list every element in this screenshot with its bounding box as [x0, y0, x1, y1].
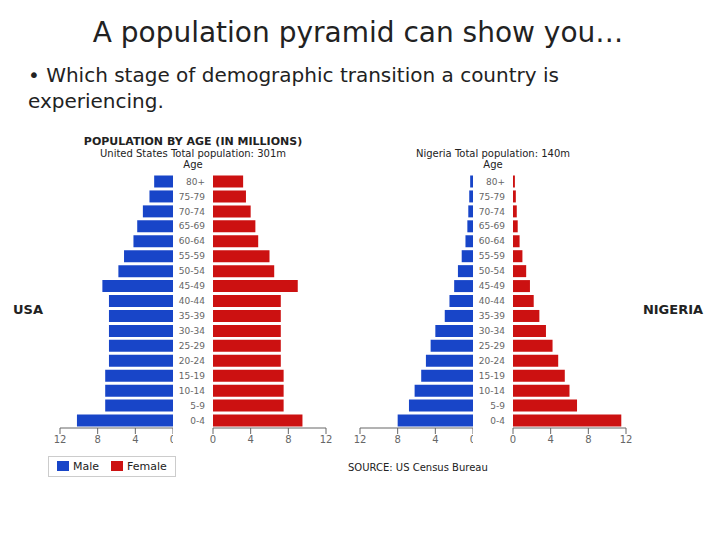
- svg-text:0-4: 0-4: [490, 415, 505, 425]
- svg-text:4: 4: [432, 434, 438, 445]
- svg-text:20-24: 20-24: [479, 356, 505, 366]
- svg-text:4: 4: [247, 434, 253, 445]
- svg-text:65-69: 65-69: [179, 221, 205, 231]
- html-text:• Which stage of demographic t: • Which stage of demographic transition …: [28, 62, 559, 113]
- html-text:Age: Age: [483, 158, 503, 170]
- svg-text:40-44: 40-44: [179, 296, 205, 306]
- html-text:USA: USA: [13, 302, 43, 318]
- svg-text:35-39: 35-39: [179, 311, 205, 321]
- svg-text:25-29: 25-29: [179, 341, 205, 351]
- svg-text:0: 0: [470, 434, 473, 445]
- svg-text:45-49: 45-49: [179, 281, 205, 291]
- svg-text:40-44: 40-44: [479, 296, 505, 306]
- svg-text:60-64: 60-64: [479, 236, 505, 246]
- html-text:Female: Female: [127, 459, 167, 473]
- html-text:Nigeria Total population: 140m: Nigeria Total population: 140m: [416, 147, 570, 159]
- svg-text:50-54: 50-54: [479, 266, 505, 276]
- svg-text:75-79: 75-79: [479, 191, 505, 201]
- svg-text:10-14: 10-14: [479, 385, 505, 395]
- svg-text:0: 0: [510, 434, 516, 445]
- svg-text:0: 0: [170, 434, 173, 445]
- html-text:A population pyramid can show: A population pyramid can show you…: [92, 16, 624, 49]
- svg-text:20-24: 20-24: [179, 356, 205, 366]
- html-text:SOURCE: US Census Bureau: SOURCE: US Census Bureau: [348, 461, 488, 473]
- svg-text:80+: 80+: [186, 176, 205, 186]
- svg-text:70-74: 70-74: [179, 206, 205, 216]
- svg-text:55-59: 55-59: [479, 251, 505, 261]
- svg-text:75-79: 75-79: [179, 191, 205, 201]
- html-text:Male: Male: [73, 459, 100, 473]
- svg-text:8: 8: [394, 434, 400, 445]
- svg-text:45-49: 45-49: [479, 281, 505, 291]
- svg-text:5-9: 5-9: [190, 400, 205, 410]
- svg-text:30-34: 30-34: [479, 326, 505, 336]
- html-text:Age: Age: [183, 158, 203, 170]
- svg-text:35-39: 35-39: [479, 311, 505, 321]
- svg-text:60-64: 60-64: [179, 236, 205, 246]
- svg-text:15-19: 15-19: [179, 370, 205, 380]
- svg-text:15-19: 15-19: [479, 370, 505, 380]
- svg-text:12: 12: [620, 434, 633, 445]
- svg-text:65-69: 65-69: [479, 221, 505, 231]
- html-text:United States Total population: United States Total population: 301m: [100, 147, 286, 159]
- svg-text:5-9: 5-9: [490, 400, 505, 410]
- svg-text:8: 8: [94, 434, 100, 445]
- svg-text:12: 12: [320, 434, 333, 445]
- svg-text:12: 12: [54, 434, 67, 445]
- svg-text:50-54: 50-54: [179, 266, 205, 276]
- svg-text:12: 12: [354, 434, 367, 445]
- svg-text:10-14: 10-14: [179, 385, 205, 395]
- svg-text:0: 0: [210, 434, 216, 445]
- svg-text:25-29: 25-29: [479, 341, 505, 351]
- svg-text:55-59: 55-59: [179, 251, 205, 261]
- svg-text:4: 4: [547, 434, 553, 445]
- html-text:POPULATION BY AGE (IN MILLIONS: POPULATION BY AGE (IN MILLIONS): [83, 134, 303, 148]
- svg-text:30-34: 30-34: [179, 326, 205, 336]
- svg-text:70-74: 70-74: [479, 206, 505, 216]
- svg-text:8: 8: [585, 434, 591, 445]
- svg-text:8: 8: [285, 434, 291, 445]
- svg-text:4: 4: [132, 434, 138, 445]
- html-text:NIGERIA: NIGERIA: [642, 302, 704, 318]
- svg-text:80+: 80+: [486, 176, 505, 186]
- svg-text:0-4: 0-4: [190, 415, 205, 425]
